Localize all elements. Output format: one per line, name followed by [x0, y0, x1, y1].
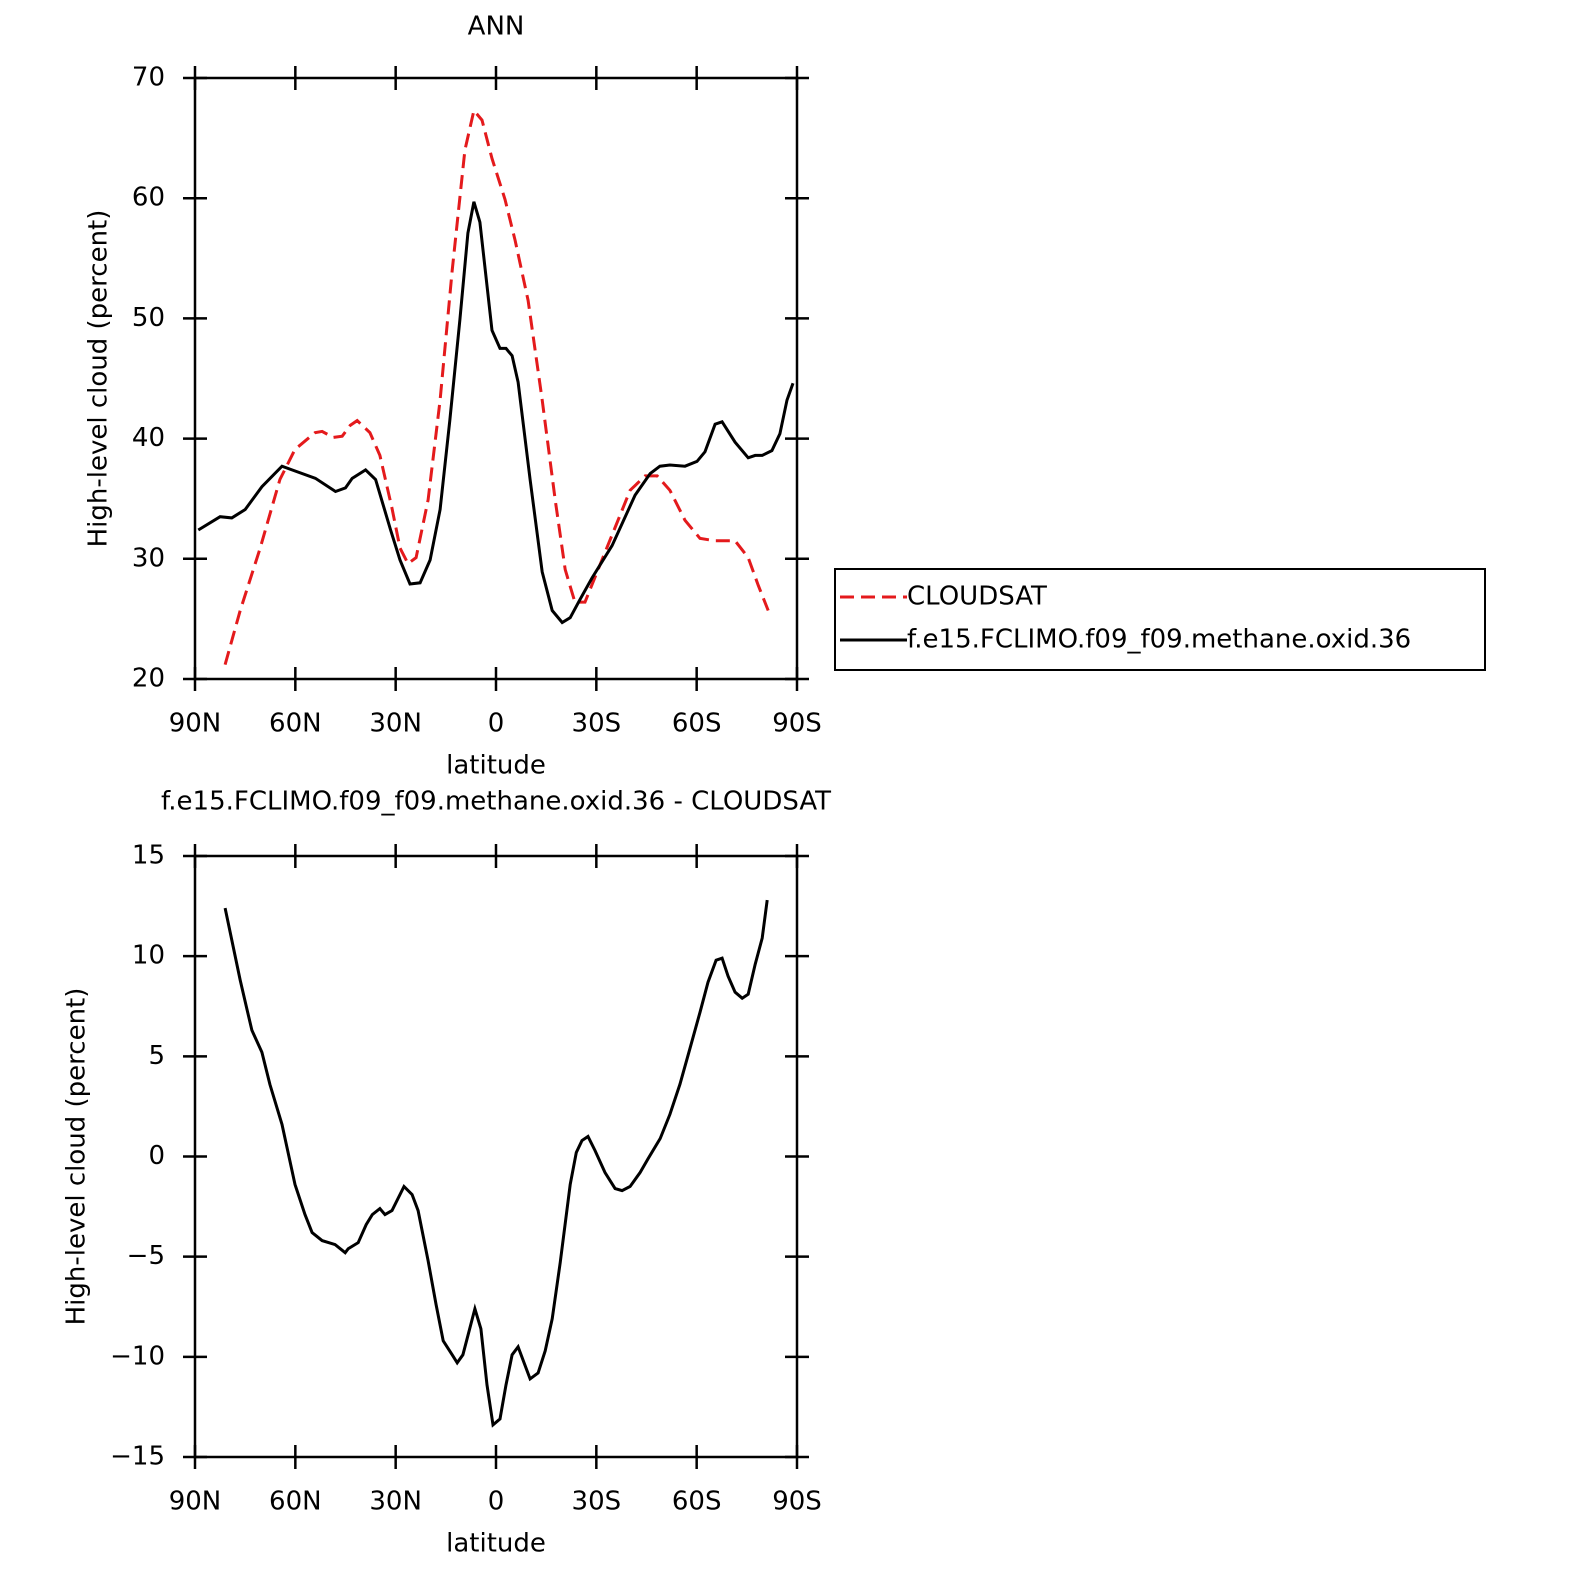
y-tick-label: 10 — [132, 941, 165, 971]
data-line — [223, 899, 769, 1428]
y-tick-label: −5 — [127, 1241, 165, 1271]
y-tick-label: −10 — [110, 1341, 165, 1371]
y-tick-label: 0 — [148, 1141, 165, 1171]
x-tick-label: 60N — [269, 709, 322, 739]
x-tick-label: 60S — [672, 709, 722, 739]
x-tick-label: 30N — [369, 709, 422, 739]
plot-frame — [193, 76, 799, 681]
x-tick-label: 90S — [772, 709, 822, 739]
legend-label: f.e15.FCLIMO.f09_f09.methane.oxid.36 — [907, 625, 1411, 655]
y-tick-label: 50 — [132, 303, 165, 333]
y-tick-label: 30 — [132, 543, 165, 573]
y-tick-label: 5 — [148, 1041, 165, 1071]
x-tick-label: 60N — [269, 1487, 322, 1517]
x-tick-label: 60S — [672, 1487, 722, 1517]
plot-frame — [193, 854, 799, 1459]
x-tick-label: 30S — [572, 709, 622, 739]
x-axis-label: latitude — [446, 751, 546, 781]
y-axis-label: High-level cloud (percent) — [84, 210, 114, 548]
chart-title: f.e15.FCLIMO.f09_f09.methane.oxid.36 - C… — [161, 787, 831, 817]
y-tick-label: 70 — [132, 63, 165, 93]
legend-label: CLOUDSAT — [907, 582, 1047, 612]
x-tick-label: 0 — [488, 1487, 505, 1517]
y-tick-label: 40 — [132, 423, 165, 453]
x-tick-label: 30S — [572, 1487, 622, 1517]
y-tick-label: −15 — [110, 1442, 165, 1472]
legend-box — [834, 568, 1486, 671]
y-axis-label: High-level cloud (percent) — [62, 988, 92, 1326]
x-tick-label: 90N — [169, 1487, 222, 1517]
x-tick-label: 0 — [488, 709, 505, 739]
x-tick-label: 90S — [772, 1487, 822, 1517]
y-tick-label: 60 — [132, 183, 165, 213]
data-line — [223, 107, 770, 666]
chart-title: ANN — [468, 12, 525, 42]
y-tick-label: 20 — [132, 664, 165, 694]
y-tick-label: 15 — [132, 841, 165, 871]
data-line — [197, 201, 795, 625]
x-axis-label: latitude — [446, 1529, 546, 1559]
x-tick-label: 90N — [169, 709, 222, 739]
x-tick-label: 30N — [369, 1487, 422, 1517]
